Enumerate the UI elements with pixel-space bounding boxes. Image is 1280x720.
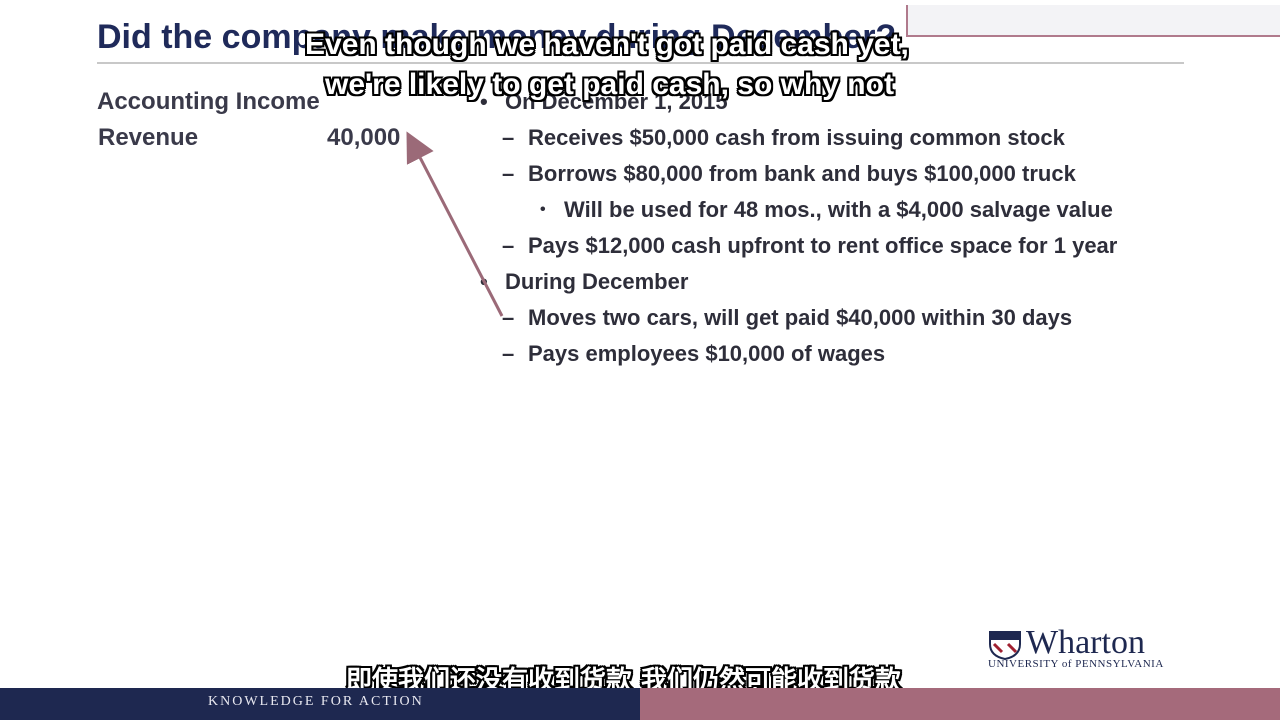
bullet-marker: – [502, 233, 515, 258]
subtitle-english-line2: we're likely to get paid cash, so why no… [325, 68, 894, 101]
bullet-marker: • [480, 89, 488, 114]
revenue-value: 40,000 [327, 124, 401, 151]
bullet-marker: – [502, 341, 515, 366]
bullet-marker: • [540, 201, 546, 218]
bullet-text: Borrows $80,000 from bank and buys $100,… [528, 161, 1076, 186]
bullet-text: Pays $12,000 cash upfront to rent office… [528, 233, 1118, 258]
bullet-text: Receives $50,000 cash from issuing commo… [528, 125, 1065, 150]
footer-left-band: KNOWLEDGE FOR ACTION [0, 688, 640, 720]
bullet-marker: • [480, 269, 488, 294]
revenue-label: Revenue [98, 124, 199, 151]
slide-title: Did the company make money during Decemb… [97, 18, 897, 56]
wharton-logo: Wharton UNIVERSITY of PENNSYLVANIA [988, 624, 1193, 672]
accounting-income-heading: Accounting Income [97, 88, 320, 115]
footer-right-band [640, 688, 1280, 720]
footer-tagline: KNOWLEDGE FOR ACTION [208, 694, 424, 709]
logo-name: Wharton [1026, 624, 1145, 661]
bullet-text: Pays employees $10,000 of wages [528, 341, 886, 366]
logo-university: UNIVERSITY of PENNSYLVANIA [988, 658, 1164, 670]
title-divider [97, 62, 1184, 64]
bullet-marker: – [502, 161, 515, 186]
arrow-line [406, 131, 504, 317]
bullet-text: Moves two cars, will get paid $40,000 wi… [528, 305, 1073, 330]
header-accent-box [906, 5, 1280, 37]
bullet-text: During December [505, 269, 689, 294]
subtitle-english-line1: Even though we haven't got paid cash yet… [305, 28, 909, 61]
shield-icon [989, 631, 1021, 660]
bullet-marker: – [502, 125, 515, 150]
bullet-text: Will be used for 48 mos., with a $4,000 … [564, 197, 1113, 222]
bullet-text: On December 1, 2015 [505, 89, 728, 114]
bullet-marker: – [502, 305, 515, 330]
